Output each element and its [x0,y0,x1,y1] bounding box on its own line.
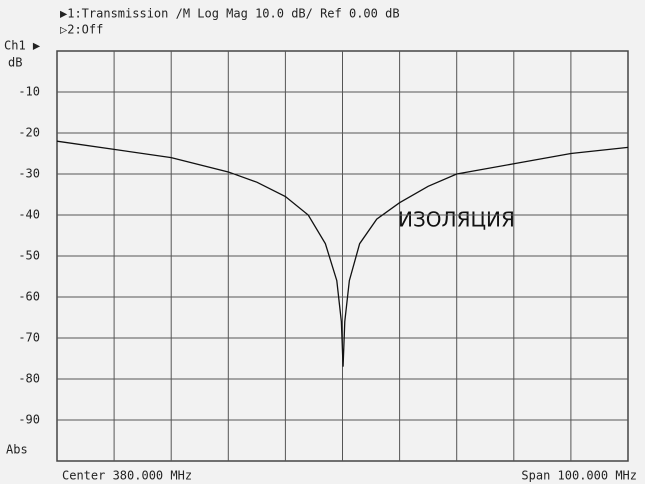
y-tick-label: -10 [18,85,40,99]
y-tick-label: -30 [18,167,40,181]
y-tick-label: -50 [18,249,40,263]
header-line: ▶1:Transmission /M Log Mag 10.0 dB/ Ref … [60,7,400,21]
y-tick-label: -20 [18,126,40,140]
y-tick-label: -90 [18,413,40,427]
trace [56,140,629,367]
channel-label: Ch1 ▶ [4,39,41,53]
y-unit: dB [8,56,22,70]
header-line: ▷2:Off [60,23,103,37]
y-tick-label: -80 [18,372,40,386]
footer-span: Span 100.000 MHz [521,469,637,483]
y-tick-label: -60 [18,290,40,304]
footer-center: Center 380.000 MHz [62,469,192,483]
y-tick-label: -70 [18,331,40,345]
scale-label: Abs [6,443,28,457]
y-tick-label: -40 [18,208,40,222]
